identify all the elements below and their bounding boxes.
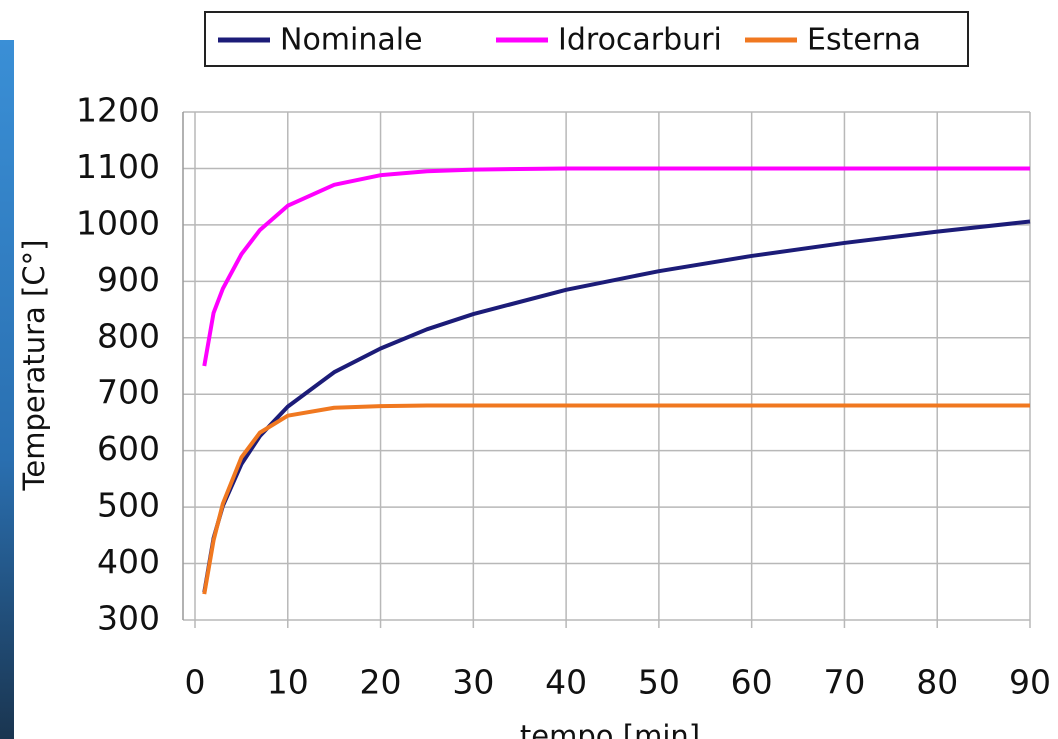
x-tick-label: 50 <box>638 663 680 702</box>
plot-area <box>195 112 1030 620</box>
y-tick-label: 600 <box>97 429 160 468</box>
x-tick-label: 10 <box>267 663 309 702</box>
x-tick-label: 60 <box>731 663 773 702</box>
data-line <box>202 403 1030 595</box>
x-tick-label: 70 <box>823 663 865 702</box>
x-tick-label: 40 <box>545 663 587 702</box>
y-tick-label: 700 <box>97 373 160 412</box>
y-tick-label: 400 <box>97 542 160 581</box>
legend-label: Idrocarburi <box>558 23 722 58</box>
y-tick-label: 300 <box>97 599 160 638</box>
side-decoration <box>0 40 14 739</box>
y-axis-title: Temperatura [C°] <box>17 240 51 492</box>
x-tick-label: 90 <box>1009 663 1051 702</box>
x-tick-label: 0 <box>185 663 206 702</box>
y-tick-label: 1200 <box>76 91 160 130</box>
x-axis-title: tempo [min] <box>520 719 700 739</box>
x-tick-label: 80 <box>916 663 958 702</box>
legend-label: Nominale <box>280 23 423 58</box>
y-tick-label: 1100 <box>76 147 160 186</box>
y-tick-label: 800 <box>97 316 160 355</box>
legend-label: Esterna <box>807 23 921 58</box>
x-tick-label: 20 <box>360 663 402 702</box>
y-tick-label: 900 <box>97 260 160 299</box>
data-line <box>202 166 1030 367</box>
y-tick-label: 1000 <box>76 203 160 242</box>
legend-box <box>204 11 969 67</box>
y-tick-label: 500 <box>97 486 160 525</box>
x-tick-label: 30 <box>452 663 494 702</box>
